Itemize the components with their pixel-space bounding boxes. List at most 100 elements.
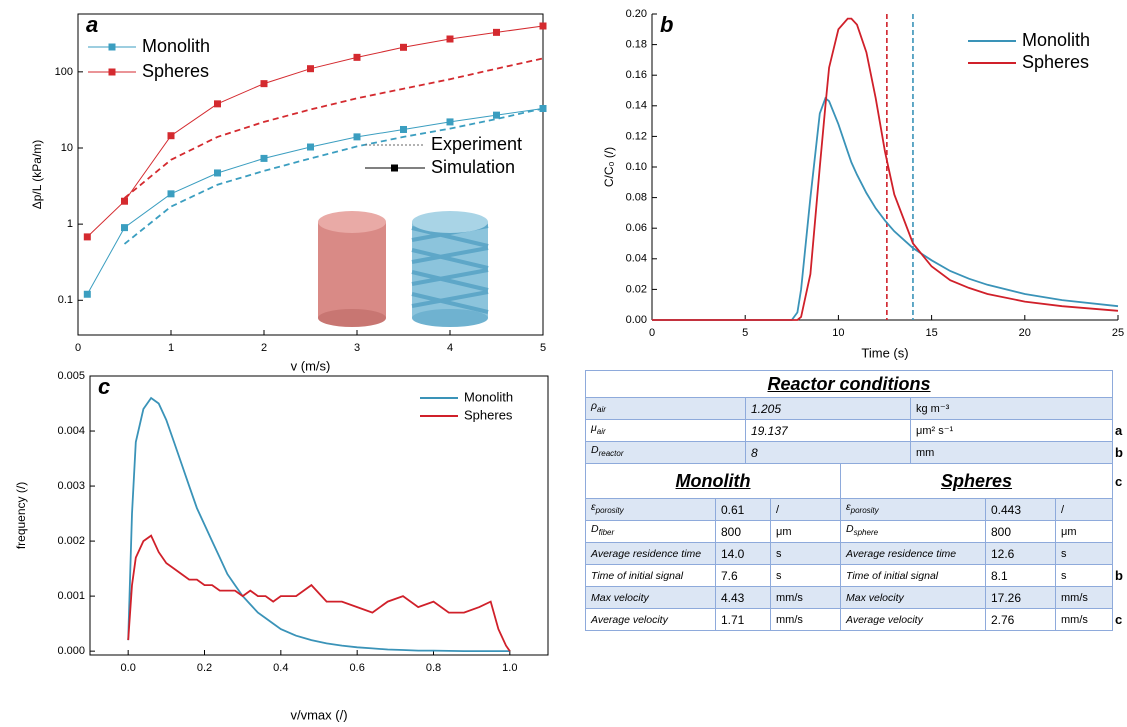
property-row: Dfiber 800 μm Dsphere 800 μm: [585, 520, 1127, 543]
y-tick-label: 0.08: [626, 192, 647, 204]
y-tick-label: 0.005: [57, 370, 85, 382]
condition-row: μair 19.137 μm² s⁻¹ a: [585, 419, 1127, 442]
label-text: ρ: [591, 400, 598, 413]
value-cell: 7.6: [715, 564, 771, 587]
label-text: ε: [846, 501, 851, 514]
row-label: Average velocity: [840, 608, 986, 631]
side-label: c: [1115, 612, 1123, 627]
row-label: ρair: [585, 397, 746, 420]
value-cell: 2.76: [985, 608, 1056, 631]
legend-marker: [108, 68, 116, 76]
unit-cell: s: [770, 542, 841, 565]
row-label: εporosity: [585, 498, 716, 521]
label-subscript: fiber: [598, 528, 615, 538]
panel-label: a: [86, 12, 98, 37]
row-label: Average residence time: [840, 542, 986, 565]
y-tick-label: 0.06: [626, 222, 647, 234]
label-subscript: porosity: [850, 506, 879, 516]
value-cell: 800: [715, 520, 771, 543]
value-cell: 17.26: [985, 586, 1056, 609]
value-cell: 1.205: [745, 397, 911, 420]
value-cell: 8: [745, 441, 911, 464]
side-label: b: [1115, 445, 1123, 460]
value-cell: 19.137: [745, 419, 911, 442]
unit-cell: s: [770, 564, 841, 587]
marker: [446, 35, 454, 43]
marker: [493, 28, 500, 36]
x-tick-label: 10: [832, 327, 844, 339]
title-row: Reactor conditions: [584, 370, 1127, 398]
side-cell: [1112, 397, 1127, 420]
y-tick-label: 0.000: [57, 645, 85, 657]
label-text: D: [591, 444, 599, 457]
y-axis-label: Δp/L (kPa/m): [30, 140, 44, 210]
x-tick-label: 0.4: [273, 662, 288, 674]
row-label: Dsphere: [840, 520, 986, 543]
marker: [493, 111, 500, 119]
label-subscript: air: [597, 405, 606, 415]
unit-cell: /: [1054, 498, 1114, 521]
marker: [260, 154, 268, 162]
experiment-line: [123, 57, 544, 199]
marker: [539, 105, 547, 113]
reactor-table: Reactor conditions ρair 1.205 kg m⁻³ μair 19.…: [584, 370, 1127, 631]
value-cell: 4.43: [715, 586, 771, 609]
x-tick-label: 2: [261, 342, 267, 354]
legend-label: Spheres: [142, 61, 209, 81]
marker: [260, 80, 268, 88]
inset-body: [318, 222, 386, 318]
x-axis-label: Time (s): [861, 345, 908, 360]
side-cell: c: [1112, 463, 1127, 499]
label-text: ε: [591, 501, 596, 514]
label-text: D: [591, 523, 599, 536]
row-label: Time of initial signal: [840, 564, 986, 587]
section-row: Monolith Spheres c: [585, 463, 1127, 499]
marker: [400, 43, 407, 51]
x-tick-label: 1: [168, 342, 174, 354]
value-cell: 12.6: [985, 542, 1056, 565]
row-label: Max velocity: [840, 586, 986, 609]
section-title: Spheres: [839, 463, 1114, 499]
marker: [539, 22, 547, 30]
unit-cell: mm/s: [770, 586, 841, 609]
row-label: Dreactor: [585, 441, 746, 464]
y-axis-label: frequency (/): [14, 482, 28, 549]
y-tick-label: 10: [61, 142, 73, 154]
legend-label: Spheres: [1022, 52, 1089, 72]
marker: [307, 143, 314, 151]
y-tick-label: 0.16: [626, 69, 647, 81]
panel-label: c: [98, 374, 110, 399]
legend-label: Spheres: [464, 407, 513, 422]
marker: [214, 100, 221, 108]
label-subscript: air: [596, 427, 606, 437]
side-cell: [1112, 542, 1127, 565]
y-tick-label: 0.14: [626, 100, 647, 112]
x-tick-label: 20: [1019, 327, 1031, 339]
marker: [446, 118, 454, 126]
unit-cell: kg m⁻³: [909, 397, 1114, 420]
unit-cell: μm² s⁻¹: [909, 419, 1114, 442]
property-row: Average velocity 1.71 mm/s Average velocity…: [585, 608, 1127, 631]
label-text: Time of initial signal: [591, 569, 684, 582]
property-row: Average residence time 14.0 s Average resid…: [585, 542, 1127, 565]
y-tick-label: 1: [67, 218, 73, 230]
plot-frame: [89, 375, 549, 656]
x-tick-label: 1.0: [502, 662, 517, 674]
row-label: Average velocity: [585, 608, 716, 631]
unit-cell: /: [770, 498, 841, 521]
unit-cell: s: [1054, 542, 1114, 565]
label-text: Average velocity: [591, 613, 668, 626]
series-line: [127, 396, 510, 652]
legend-label: Monolith: [142, 36, 210, 56]
y-tick-label: 0.004: [57, 425, 85, 437]
unit-cell: μm: [770, 520, 841, 543]
property-row: Max velocity 4.43 mm/s Max velocity 17.26 mm/…: [585, 586, 1127, 609]
y-tick-label: 0.12: [626, 130, 647, 142]
y-tick-label: 0.02: [626, 283, 647, 295]
legend-label: Monolith: [464, 389, 513, 404]
monolith-render: [411, 211, 489, 327]
condition-row: Dreactor 8 mm b: [585, 441, 1127, 464]
label-text: Max velocity: [591, 591, 649, 604]
